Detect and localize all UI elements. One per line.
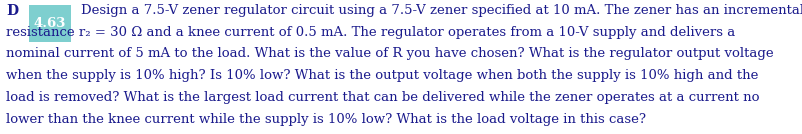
Text: when the supply is 10% high? Is 10% low? What is the output voltage when both th: when the supply is 10% high? Is 10% low?… <box>6 69 758 82</box>
Text: resistance r₂ = 30 Ω and a knee current of 0.5 mA. The regulator operates from a: resistance r₂ = 30 Ω and a knee current … <box>6 26 735 39</box>
Text: lower than the knee current while the supply is 10% low? What is the load voltag: lower than the knee current while the su… <box>6 113 646 126</box>
FancyBboxPatch shape <box>29 5 71 42</box>
Text: 4.63: 4.63 <box>34 17 66 30</box>
Text: load is removed? What is the largest load current that can be delivered while th: load is removed? What is the largest loa… <box>6 91 759 104</box>
Text: nominal current of 5 mA to the load. What is the value of R you have chosen? Wha: nominal current of 5 mA to the load. Wha… <box>6 47 773 60</box>
Text: D: D <box>6 4 18 18</box>
Text: Design a 7.5-V zener regulator circuit using a 7.5-V zener specified at 10 mA. T: Design a 7.5-V zener regulator circuit u… <box>81 4 802 17</box>
